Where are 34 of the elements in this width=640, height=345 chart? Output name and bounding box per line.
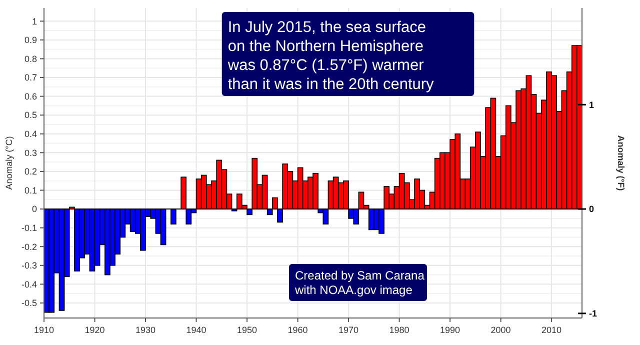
x-tick-label: 1960 xyxy=(288,325,308,335)
x-tick-label: 1940 xyxy=(186,325,206,335)
y-tick-label: 0.3 xyxy=(24,148,37,158)
y-tick-label: 0.4 xyxy=(24,129,37,140)
x-tick-label: 1980 xyxy=(389,325,410,335)
y-tick-label: 0.1 xyxy=(24,185,37,196)
y-tick-label: 0.2 xyxy=(24,166,37,177)
y-tick-label: -0.5 xyxy=(21,298,37,308)
y-tick-label: 0.5 xyxy=(24,110,37,120)
y-tick-label: 1 xyxy=(32,16,37,26)
y2-tick-label: 0 xyxy=(589,204,594,214)
y-axis-title: Anomaly (°C) xyxy=(4,136,14,190)
annotation: In July 2015, the sea surface on the Northern Hemisphere was 0.87°C (1.57°F) warmer than it was in the 20th century xyxy=(226,19,434,93)
x-tick-label: 1950 xyxy=(237,325,258,335)
y-tick-label: 0.8 xyxy=(24,54,37,64)
y-tick-label: -0.3 xyxy=(21,260,37,271)
annotation: Created by Sam Carana with NOAA.gov image xyxy=(294,268,425,297)
x-tick-label: 1920 xyxy=(84,325,105,335)
y-tick-label: 0.7 xyxy=(24,72,37,83)
y-tick-label: 0.6 xyxy=(24,91,37,102)
x-tick-label: 2000 xyxy=(490,325,511,335)
y-tick-label: -0.1 xyxy=(21,222,37,233)
x-tick-label: 1910 xyxy=(34,325,54,335)
y-tick-label: 0.9 xyxy=(24,35,37,46)
y-tick-label: -0.2 xyxy=(21,242,37,252)
y-tick-label: 0 xyxy=(32,204,37,214)
y2-axis-title: Anomaly (°F) xyxy=(616,135,626,191)
y2-tick-label: 1 xyxy=(589,100,594,110)
x-tick-label: 1930 xyxy=(135,325,156,335)
x-tick-label: 1970 xyxy=(338,325,359,335)
x-tick-label: 2010 xyxy=(542,325,562,335)
y-tick-label: -0.4 xyxy=(21,279,37,290)
x-tick-label: 1990 xyxy=(440,325,460,335)
y2-tick-label: -1 xyxy=(589,308,598,319)
